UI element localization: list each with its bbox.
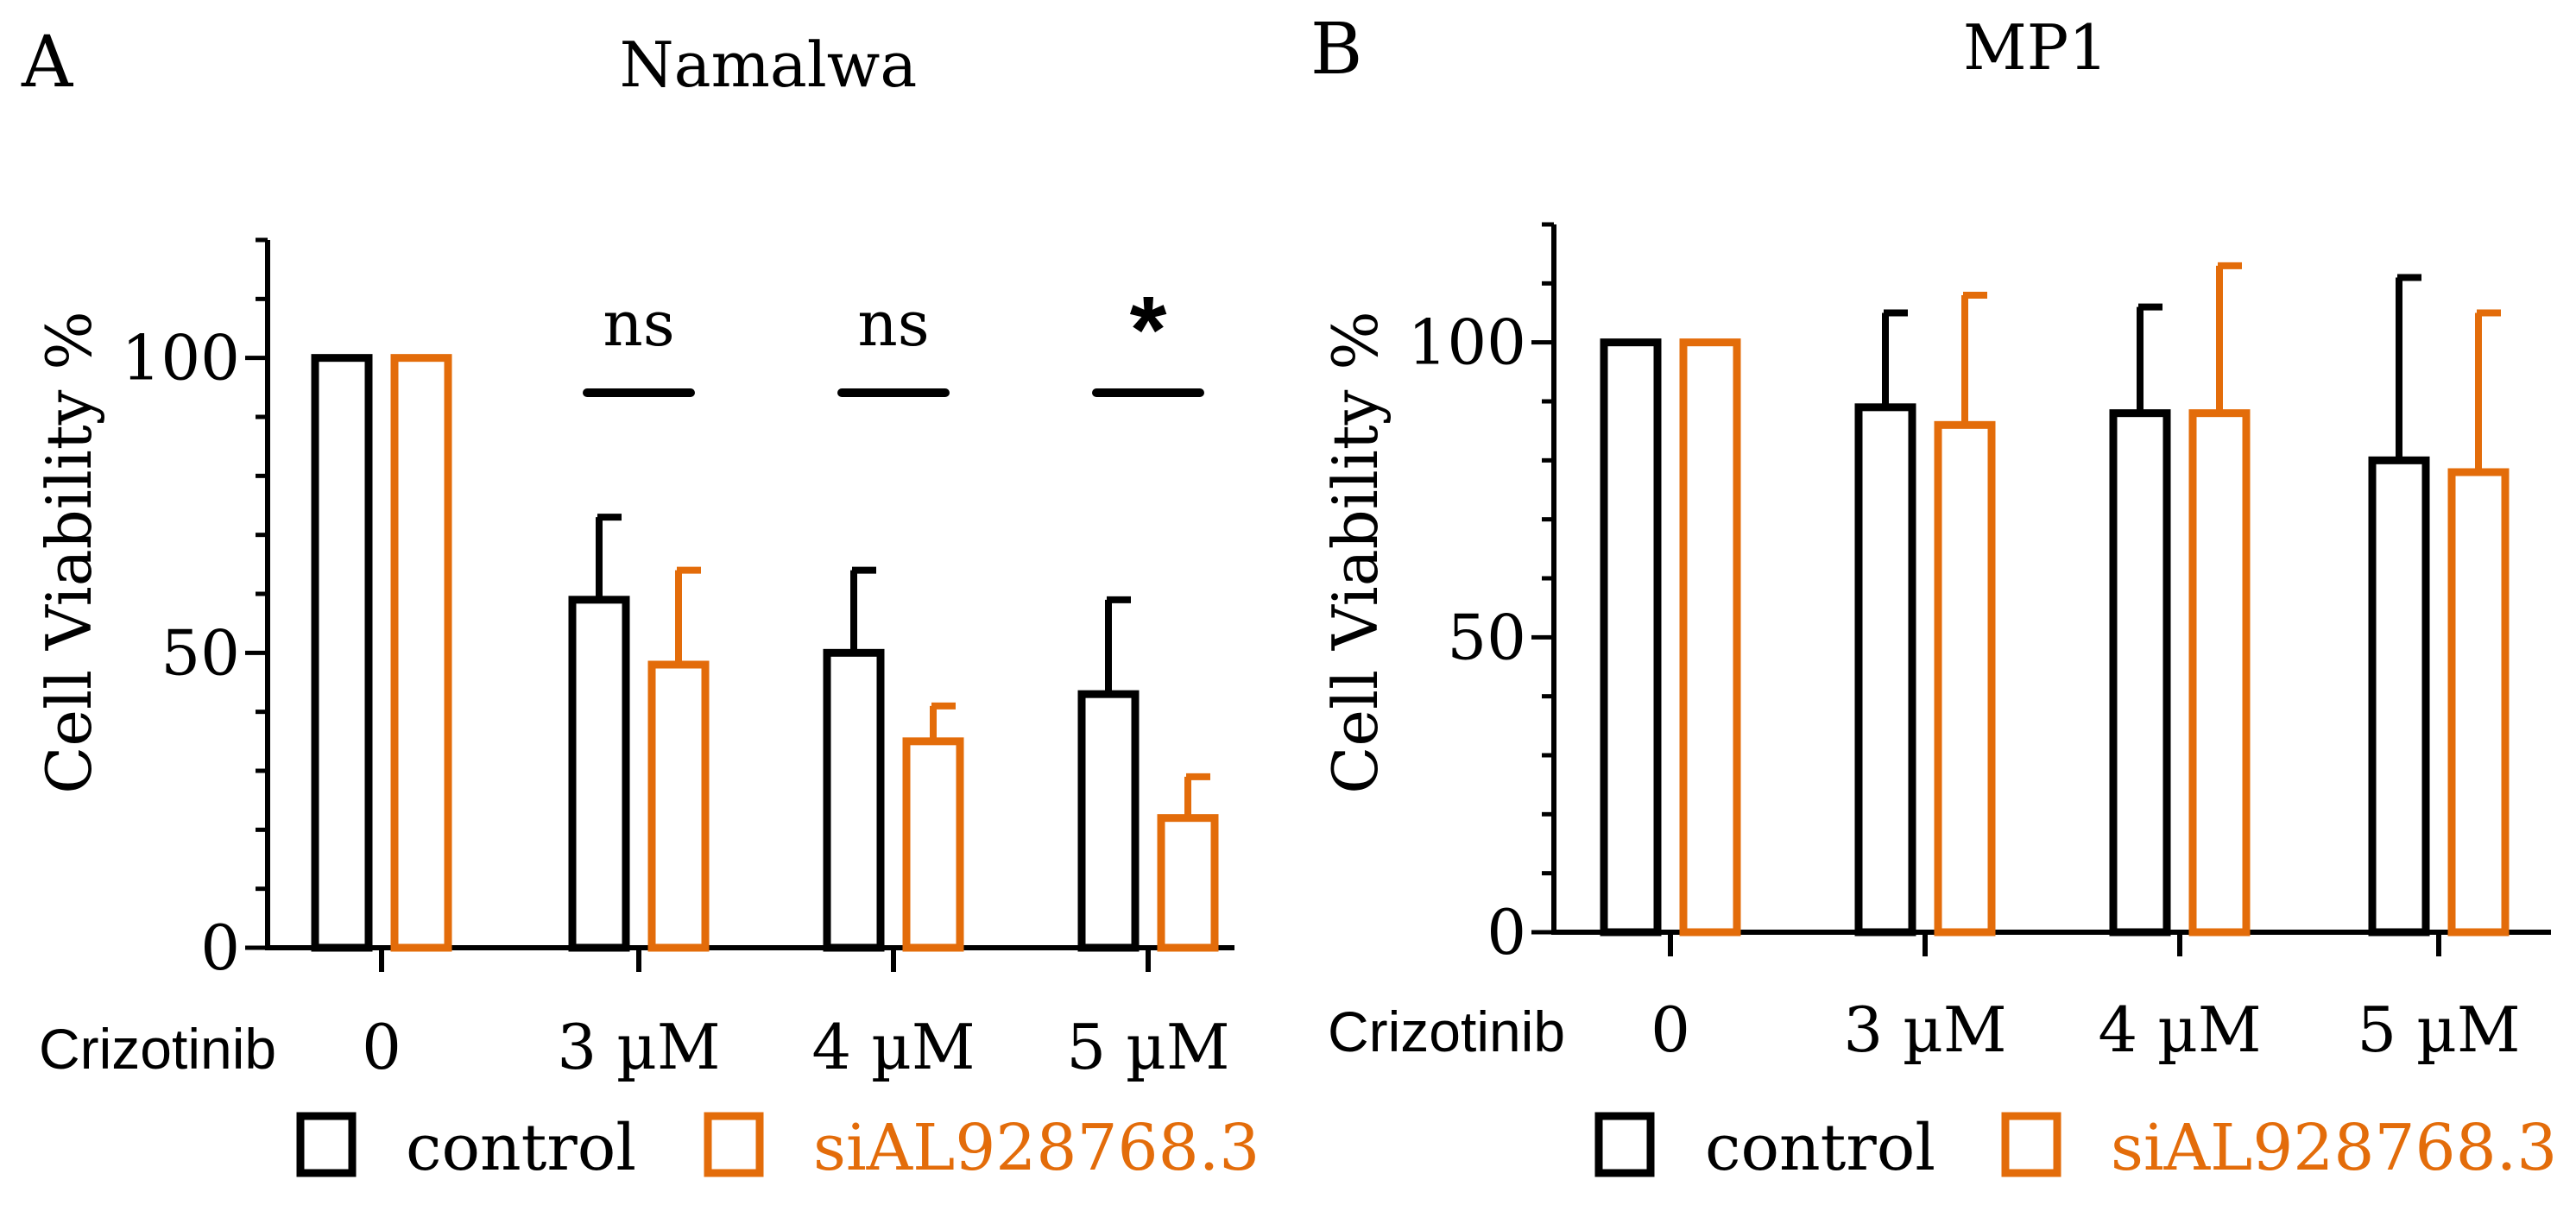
bar-control-1 [1854,403,1916,937]
significance-label: ns [603,287,674,360]
panel-label: A [21,22,74,104]
bar-control-1 [568,596,630,952]
x-tick-label: 5 µM [1066,1011,1229,1083]
significance-label: * [1130,277,1167,383]
bar-siAL928768.3-2 [2188,409,2251,937]
y-tick-label: 0 [200,911,240,984]
legend-swatch-siAL928768.3 [2001,1112,2061,1177]
chart-panel-A: A Namalwa Cell Viability % 0 50 100 0 3 µM 4 µM 5… [21,22,1260,1185]
bar-control-2 [823,648,885,952]
x-tick-label: 4 µM [2098,993,2261,1066]
bar-siAL928768.3-0 [390,354,452,952]
x-axis-prefix-label: Crizotinib [39,1017,276,1081]
bar-siAL928768.3-1 [1934,420,1996,937]
y-tick-label: 0 [1487,896,1526,968]
bar-control-3 [2368,456,2430,937]
chart-panel-B: B MP1 Cell Viability % 0 50 100 0 3 µM 4 µM 5 µM C… [1310,9,2557,1185]
legend-label-control: control [406,1111,636,1185]
y-axis-label: Cell Viability % [33,311,105,793]
y-tick-label: 100 [122,322,240,394]
bar-siAL928768.3-3 [1157,814,1219,952]
y-axis-label: Cell Viability % [1319,311,1392,793]
legend-label-control: control [1705,1111,1935,1185]
x-axis-prefix-label: Crizotinib [1328,1000,1565,1063]
bar-control-3 [1077,690,1140,952]
x-tick-label: 3 µM [1843,993,2006,1066]
legend-swatch-siAL928768.3 [704,1112,764,1177]
legend-label-siAL928768.3: siAL928768.3 [813,1111,1260,1185]
x-tick-label: 4 µM [811,1011,975,1083]
bar-siAL928768.3-2 [902,737,964,952]
y-tick-label: 50 [161,616,240,689]
bar-siAL928768.3-0 [1679,338,1741,937]
significance-label: ns [857,287,929,360]
x-tick-label: 5 µM [2357,993,2520,1066]
panel-label: B [1310,9,1362,91]
bar-control-0 [311,354,373,952]
chart-title: MP1 [1963,11,2108,84]
x-tick-label: 0 [362,1011,401,1083]
y-tick-label: 50 [1447,601,1526,673]
y-tick-label: 100 [1408,306,1526,379]
legend-swatch-control [1594,1112,1655,1177]
legend-label-siAL928768.3: siAL928768.3 [2111,1111,2557,1185]
bar-siAL928768.3-3 [2447,468,2510,937]
legend-swatch-control [296,1112,357,1177]
bar-control-2 [2109,409,2171,937]
x-tick-label: 3 µM [557,1011,720,1083]
bar-siAL928768.3-1 [647,660,710,952]
bar-control-0 [1600,338,1662,937]
chart-title: Namalwa [620,28,918,101]
x-tick-label: 0 [1651,993,1690,1066]
